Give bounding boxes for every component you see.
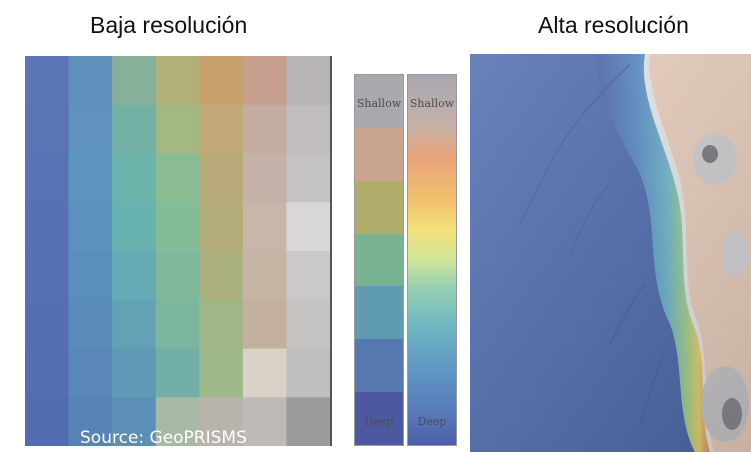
grid-cell	[68, 299, 113, 349]
legend-segment	[355, 127, 403, 182]
grid-cell	[199, 153, 244, 203]
grid-cell	[242, 251, 287, 301]
grid-cell	[155, 202, 200, 252]
title-low-resolution: Baja resolución	[90, 12, 248, 38]
depth-tick-strip	[330, 56, 350, 446]
grid-cell	[199, 56, 244, 106]
tick-mark	[334, 102, 348, 110]
tick-mark	[334, 376, 348, 384]
tick-mark	[334, 211, 348, 219]
grid-cell	[155, 153, 200, 203]
tick-mark	[334, 156, 348, 164]
grid-cell	[68, 397, 113, 446]
grid-cell	[25, 299, 70, 349]
legend-segment	[355, 180, 403, 235]
tick-mark	[334, 431, 348, 439]
grid-cell	[242, 397, 287, 446]
legend-shallow-label: Shallow	[409, 97, 455, 110]
grid-cell	[25, 397, 70, 446]
grid-cell	[68, 153, 113, 203]
grid-cell	[286, 251, 330, 301]
legend-segment	[355, 392, 403, 445]
legend-segment	[355, 339, 403, 393]
grid-cell	[286, 202, 330, 252]
discrete-depth-legend: Shallow Deep	[354, 74, 404, 446]
continuous-depth-legend: Shallow Deep	[407, 74, 457, 446]
grid-cell	[25, 202, 70, 252]
source-caption: Source: GeoPRISMS	[80, 428, 247, 448]
grid-cell	[25, 104, 70, 154]
grid-cell	[199, 348, 244, 398]
tick-mark	[334, 266, 348, 274]
grid-cell	[286, 348, 330, 398]
grid-cell	[68, 56, 113, 106]
grid-cell	[155, 397, 200, 446]
grid-cell	[199, 104, 244, 154]
legend-segment	[355, 75, 403, 129]
grid-cell	[68, 104, 113, 154]
grid-cell	[112, 348, 157, 398]
legend-deep-label: Deep	[417, 415, 447, 428]
grid-cell	[155, 56, 200, 106]
grid-cell	[25, 348, 70, 398]
grid-cell	[25, 251, 70, 301]
grid-cell	[155, 104, 200, 154]
grid-cell	[286, 104, 330, 154]
grid-cell	[25, 153, 70, 203]
grid-cell	[155, 299, 200, 349]
grid-cell	[112, 153, 157, 203]
grid-cell	[242, 299, 287, 349]
legend-segment	[355, 233, 403, 287]
grid-cell	[68, 202, 113, 252]
grid-cell	[286, 56, 330, 106]
tick-mark	[334, 321, 348, 329]
grid-cell	[112, 251, 157, 301]
grid-cell	[286, 397, 330, 446]
low-resolution-grid-image	[25, 56, 330, 446]
grid-cell	[112, 299, 157, 349]
legend-shallow-label: Shallow	[356, 97, 402, 110]
title-high-resolution: Alta resolución	[538, 12, 689, 38]
grid-cell	[242, 202, 287, 252]
grid-cell	[286, 299, 330, 349]
legend-segment	[355, 286, 403, 340]
grid-cell	[199, 299, 244, 349]
grid-cell	[112, 202, 157, 252]
grid-cell	[25, 56, 70, 106]
grid-cell	[242, 153, 287, 203]
grid-cell	[242, 348, 287, 398]
grid-cell	[68, 348, 113, 398]
grid-cell	[68, 251, 113, 301]
grid-cell	[112, 104, 157, 154]
grid-cell	[199, 251, 244, 301]
grid-cell	[112, 397, 157, 446]
grid-cell	[199, 397, 244, 446]
grid-cell	[286, 153, 330, 203]
high-resolution-hillshade-image	[470, 54, 751, 452]
grid-cell	[155, 251, 200, 301]
grid-cell	[112, 56, 157, 106]
grid-cell	[242, 56, 287, 106]
grid-cell	[199, 202, 244, 252]
legend-deep-label: Deep	[364, 415, 394, 428]
grid-cell	[242, 104, 287, 154]
grid-cell	[155, 348, 200, 398]
